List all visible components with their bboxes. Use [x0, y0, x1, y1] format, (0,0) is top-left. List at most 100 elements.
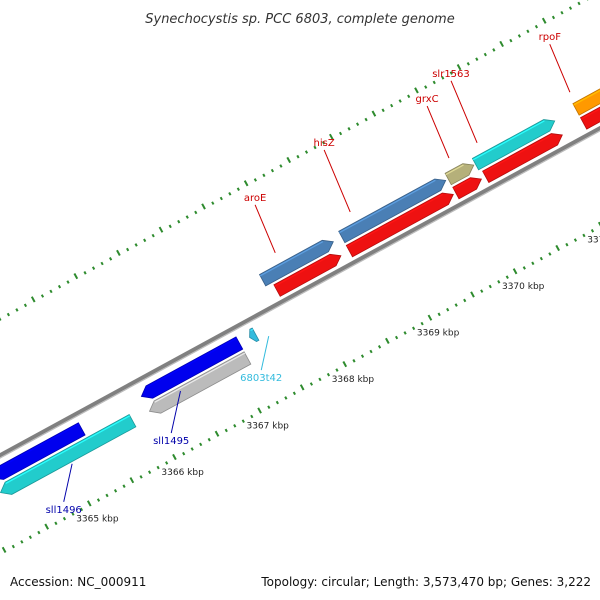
outer-ruler-tick [364, 117, 368, 122]
outer-ruler-tick [355, 122, 360, 126]
slr1563-label[interactable]: slr1563 [432, 69, 470, 80]
sll1495-label[interactable]: sll1495 [153, 436, 189, 447]
inner-ruler-tick [335, 368, 339, 372]
inner-ruler-tick [71, 512, 75, 516]
grxC-label[interactable]: grxC [416, 94, 439, 105]
outer-ruler-tick [475, 57, 479, 61]
rpoF-label[interactable]: rpoF [539, 32, 562, 43]
sll1496-feature-highlight [5, 415, 131, 484]
outer-ruler-tick [381, 108, 385, 113]
inner-ruler-tick [539, 256, 543, 261]
6803t42-feature[interactable] [249, 327, 260, 343]
grxC-feature[interactable] [452, 177, 483, 200]
inner-ruler-tick [480, 289, 484, 293]
outer-ruler-tick [57, 284, 62, 289]
aroE-gene-feature[interactable] [258, 239, 334, 287]
outer-ruler-tick [109, 257, 113, 261]
6803t42-label[interactable]: 6803t42 [240, 373, 282, 384]
inner-ruler-tick [233, 423, 237, 428]
inner-ruler-tick [292, 391, 296, 396]
aroE-gene-feature-highlight [259, 241, 324, 277]
outer-ruler-tick [371, 110, 377, 117]
sll1495-feature[interactable] [140, 336, 244, 399]
outer-ruler-tick [296, 154, 300, 159]
sll1496-label[interactable]: sll1496 [46, 505, 82, 516]
outer-ruler-tick [83, 270, 87, 275]
aroE-feature[interactable] [273, 253, 342, 297]
outer-ruler-tick [551, 15, 556, 20]
outer-ruler-tick [329, 133, 334, 140]
outer-ruler-tick [116, 249, 121, 257]
outer-ruler-tick [517, 34, 521, 38]
sll1496-cds-feature[interactable] [0, 422, 86, 480]
rpoF-feature-highlight [580, 108, 600, 120]
outer-ruler-tick [194, 210, 198, 215]
hisZ-gene-feature[interactable] [338, 178, 447, 244]
inner-ruler-tick [214, 430, 220, 437]
outer-ruler-tick [219, 196, 223, 201]
inner-ruler-tick [207, 437, 211, 442]
aroE-leader-line [254, 204, 276, 254]
hisZ-gene-feature-highlight [339, 179, 436, 234]
outer-ruler-tick [499, 40, 504, 48]
inner-ruler-tick [156, 465, 160, 470]
outer-ruler-tick [158, 226, 164, 233]
slr1563-feature[interactable] [482, 133, 563, 184]
slr1563-gene-feature[interactable] [471, 119, 556, 171]
outer-ruler-tick [23, 303, 28, 308]
outer-ruler-tick [407, 94, 411, 99]
outer-ruler-tick [228, 192, 232, 196]
feature-tracks [0, 69, 600, 495]
outer-ruler-tick [49, 289, 53, 294]
inner-ruler-tick [182, 451, 186, 456]
map-title: Synechocystis sp. PCC 6803, complete gen… [145, 12, 454, 27]
outer-ruler-tick [560, 10, 564, 15]
hisZ-feature[interactable] [345, 192, 454, 258]
outer-ruler-tick [30, 296, 36, 303]
hisZ-leader-line [323, 149, 351, 213]
inner-ruler-tick [573, 238, 578, 242]
inner-ruler-tick [190, 447, 194, 451]
inner-ruler-tick [275, 400, 279, 405]
outer-ruler-tick [168, 224, 172, 229]
inner-ruler-tick [309, 382, 314, 386]
inner-ruler-tick [597, 221, 600, 227]
inner-ruler-tick [148, 470, 152, 475]
outer-ruler-tick [390, 103, 394, 108]
rpoF-gene-feature[interactable] [572, 69, 600, 116]
rpoF-gene-feature-highlight [573, 89, 600, 106]
rpoF-feature[interactable] [579, 83, 600, 130]
inner-ruler-tick [129, 477, 135, 484]
outer-ruler-tick [321, 140, 326, 145]
outer-ruler-tick [534, 24, 539, 29]
outer-ruler-tick [270, 168, 275, 173]
grxC-leader-line [426, 105, 450, 159]
outer-ruler-tick [279, 164, 283, 168]
inner-ruler-tick [122, 484, 126, 488]
inner-ruler-tick [342, 361, 348, 368]
outer-ruler-tick [253, 178, 257, 182]
inner-ruler-tick [28, 535, 32, 540]
inner-ruler-tick [565, 242, 569, 247]
hisZ-feature-highlight [346, 193, 444, 248]
outer-ruler-tick [414, 87, 419, 94]
sll1495-gene-feature[interactable] [148, 351, 252, 414]
sll1496-feature[interactable] [0, 413, 137, 495]
inner-ruler-tick [318, 377, 322, 382]
inner-ruler-tick [360, 354, 365, 358]
inner-ruler-tick [420, 321, 424, 326]
inner-ruler-tick [37, 530, 41, 535]
inner-ruler-tick [105, 493, 109, 498]
aroE-label[interactable]: aroE [244, 193, 266, 204]
grxC-gene-feature[interactable] [444, 163, 475, 186]
hisZ-label[interactable]: hisZ [314, 138, 335, 149]
outer-ruler-tick [483, 52, 487, 57]
sll1496-leader-line [63, 463, 73, 502]
inner-ruler-tick [412, 326, 416, 331]
outer-ruler-tick [509, 38, 513, 43]
ruler-tick-label: 3368 kbp [332, 375, 375, 385]
slr1563-gene-feature-highlight [472, 120, 545, 161]
inner-ruler-tick [582, 233, 586, 238]
outer-ruler-tick [73, 273, 79, 280]
inner-ruler-tick [172, 453, 177, 461]
